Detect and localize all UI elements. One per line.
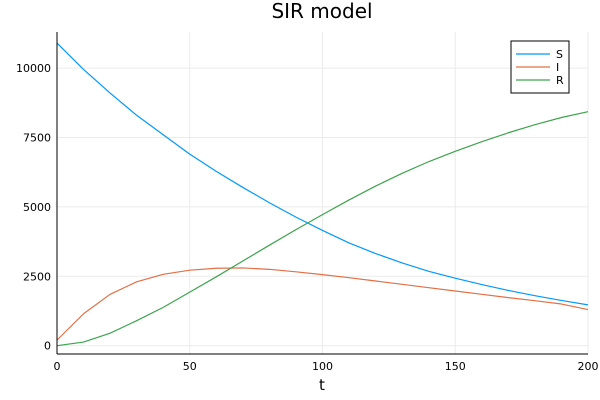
legend-label-i: I <box>556 61 559 74</box>
x-tick-labels: 0 50 100 150 200 <box>54 360 599 373</box>
x-axis-label: t <box>319 376 325 394</box>
x-tick-label: 100 <box>312 360 333 373</box>
y-tick-label: 2500 <box>23 270 51 283</box>
x-tick-label: 50 <box>183 360 197 373</box>
y-tick-labels: 0 2500 5000 7500 10000 <box>16 62 51 353</box>
series-line-i <box>56 267 589 341</box>
x-tick-label: 150 <box>445 360 466 373</box>
series-line-s <box>56 42 589 306</box>
legend: SIR <box>510 40 570 94</box>
series-line-r <box>56 111 589 347</box>
y-tick-label: 10000 <box>16 62 51 75</box>
legend-label-r: R <box>556 74 564 87</box>
grid <box>56 32 589 354</box>
y-tick-label: 5000 <box>23 201 51 214</box>
x-tick-label: 0 <box>54 360 61 373</box>
y-tick-label: 7500 <box>23 131 51 144</box>
y-tick-label: 0 <box>44 340 51 353</box>
x-tick-label: 200 <box>578 360 599 373</box>
plot-lines <box>56 42 589 347</box>
legend-label-s: S <box>556 48 563 61</box>
chart-title: SIR model <box>271 0 372 23</box>
